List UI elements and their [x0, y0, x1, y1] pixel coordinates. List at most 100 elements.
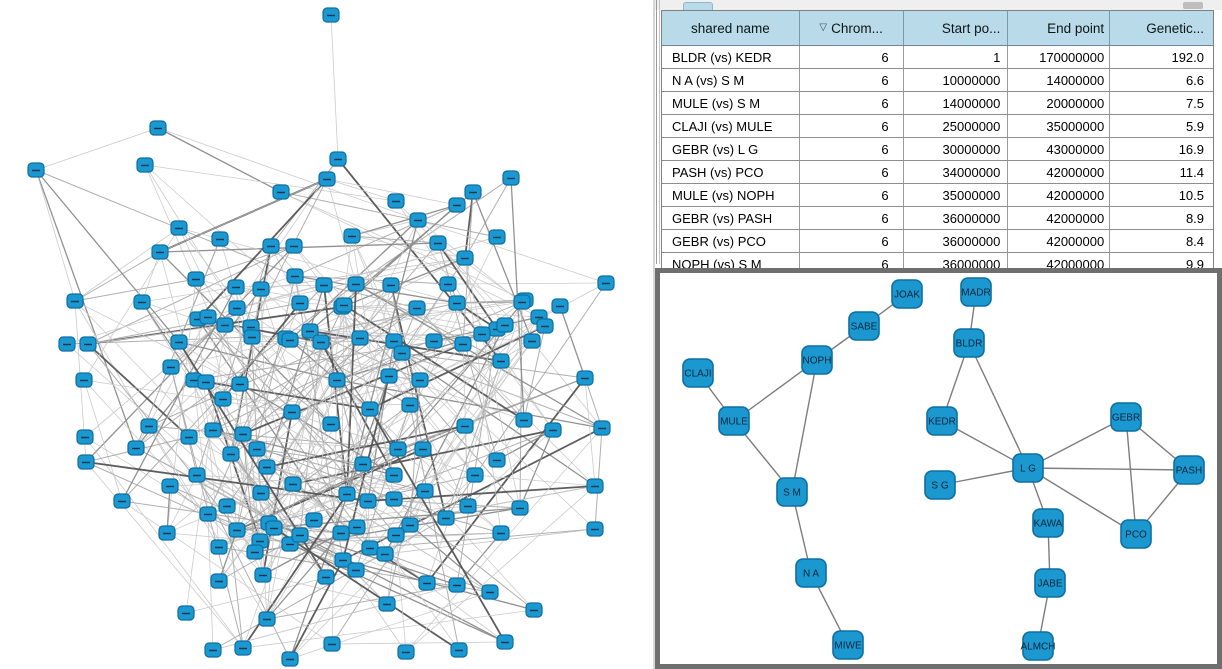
network-node[interactable] [401, 517, 419, 533]
network-node[interactable] [127, 440, 145, 456]
network-node[interactable] [513, 294, 531, 310]
network-node[interactable] [459, 498, 477, 514]
network-node[interactable] [228, 522, 246, 538]
network-node[interactable] [429, 235, 447, 251]
network-node[interactable] [210, 539, 228, 555]
network-node[interactable] [437, 510, 455, 526]
network-node[interactable] [511, 500, 529, 516]
network-node[interactable] [376, 546, 394, 562]
network-node[interactable] [335, 297, 353, 313]
table-row[interactable]: MULE (vs) S M 6 14000000 20000000 7.5 [662, 92, 1213, 115]
network-node[interactable] [234, 426, 252, 442]
table-row[interactable]: GEBR (vs) PASH 6 36000000 42000000 8.9 [662, 207, 1213, 230]
network-node-l-g[interactable]: L G [1012, 453, 1044, 483]
network-node[interactable] [272, 184, 290, 200]
network-node-n-a[interactable]: N A [795, 558, 827, 588]
network-node[interactable] [318, 171, 336, 187]
table-row[interactable]: GEBR (vs) L G 6 30000000 43000000 16.9 [662, 138, 1213, 161]
network-node[interactable] [305, 512, 323, 528]
column-header-shared_name[interactable]: shared name [662, 11, 800, 45]
network-node[interactable] [488, 229, 506, 245]
network-node[interactable] [593, 420, 611, 436]
network-node[interactable] [481, 584, 499, 600]
network-node[interactable] [180, 429, 198, 445]
network-node[interactable] [397, 644, 415, 660]
network-node[interactable] [258, 459, 276, 475]
network-node-madr[interactable]: MADR [960, 277, 992, 307]
network-edge[interactable] [968, 342, 1029, 469]
network-node[interactable] [425, 333, 443, 349]
network-node[interactable] [252, 485, 270, 501]
network-node[interactable] [387, 527, 405, 543]
network-node[interactable] [544, 422, 562, 438]
network-node-jabe[interactable]: JABE [1034, 568, 1066, 598]
network-node-pash[interactable]: PASH [1173, 455, 1205, 485]
network-node[interactable] [75, 372, 93, 388]
network-node[interactable] [387, 193, 405, 209]
network-node[interactable] [408, 300, 426, 316]
network-node[interactable] [414, 441, 432, 457]
network-node[interactable] [204, 422, 222, 438]
network-node[interactable] [496, 317, 514, 333]
network-node[interactable] [66, 293, 84, 309]
network-node[interactable] [466, 467, 484, 483]
network-node[interactable] [401, 397, 419, 413]
network-node[interactable] [347, 562, 365, 578]
network-node[interactable] [322, 416, 340, 432]
network-node[interactable] [312, 334, 330, 350]
network-node[interactable] [248, 441, 266, 457]
network-node[interactable] [188, 467, 206, 483]
network-node[interactable] [27, 162, 45, 178]
network-node[interactable] [416, 483, 434, 499]
network-node[interactable] [576, 370, 594, 386]
network-node[interactable] [586, 521, 604, 537]
network-node[interactable] [343, 228, 361, 244]
network-node-mule[interactable]: MULE [718, 406, 750, 436]
network-node[interactable] [551, 298, 569, 314]
network-node[interactable] [258, 611, 276, 627]
network-edge[interactable] [1027, 467, 1190, 471]
network-node[interactable] [204, 642, 222, 658]
network-node[interactable] [488, 452, 506, 468]
network-node[interactable] [439, 276, 457, 292]
scrollbar-fragment[interactable] [1183, 2, 1203, 9]
network-node[interactable] [301, 323, 319, 339]
network-node-s-g[interactable]: S G [924, 470, 956, 500]
network-node-kawa[interactable]: KAWA [1032, 508, 1064, 538]
network-node[interactable] [525, 602, 543, 618]
network-node[interactable] [187, 271, 205, 287]
network-node[interactable] [283, 404, 301, 420]
network-node[interactable] [378, 596, 396, 612]
network-node[interactable] [231, 376, 249, 392]
network-node[interactable] [170, 220, 188, 236]
network-node[interactable] [351, 330, 369, 346]
network-node[interactable] [492, 525, 510, 541]
table-row[interactable]: GEBR (vs) PCO 6 36000000 42000000 8.4 [662, 230, 1213, 253]
network-node[interactable] [161, 478, 179, 494]
network-node[interactable] [286, 268, 304, 284]
network-node[interactable] [597, 275, 615, 291]
network-node[interactable] [586, 478, 604, 494]
network-node[interactable] [77, 454, 95, 470]
network-node[interactable] [473, 326, 491, 342]
network-node[interactable] [281, 651, 299, 667]
table-row[interactable]: MULE (vs) NOPH 6 35000000 42000000 10.5 [662, 184, 1213, 207]
network-node[interactable] [216, 317, 234, 333]
column-header-genetic[interactable]: Genetic... [1110, 11, 1213, 45]
network-node[interactable] [338, 486, 356, 502]
network-node[interactable] [323, 636, 341, 652]
network-node[interactable] [361, 401, 379, 417]
network-node[interactable] [492, 353, 510, 369]
network-node-miwe[interactable]: MIWE [832, 630, 864, 660]
network-node[interactable] [456, 250, 474, 266]
network-node[interactable] [265, 520, 283, 536]
network-node[interactable] [464, 184, 482, 200]
network-node[interactable] [133, 294, 151, 310]
network-node[interactable] [348, 519, 366, 535]
network-node[interactable] [328, 372, 346, 388]
overview-network-canvas[interactable] [0, 0, 653, 669]
network-node[interactable] [448, 577, 466, 593]
network-node[interactable] [197, 374, 215, 390]
network-node-almch[interactable]: ALMCH [1020, 631, 1056, 661]
network-node[interactable] [502, 170, 520, 186]
